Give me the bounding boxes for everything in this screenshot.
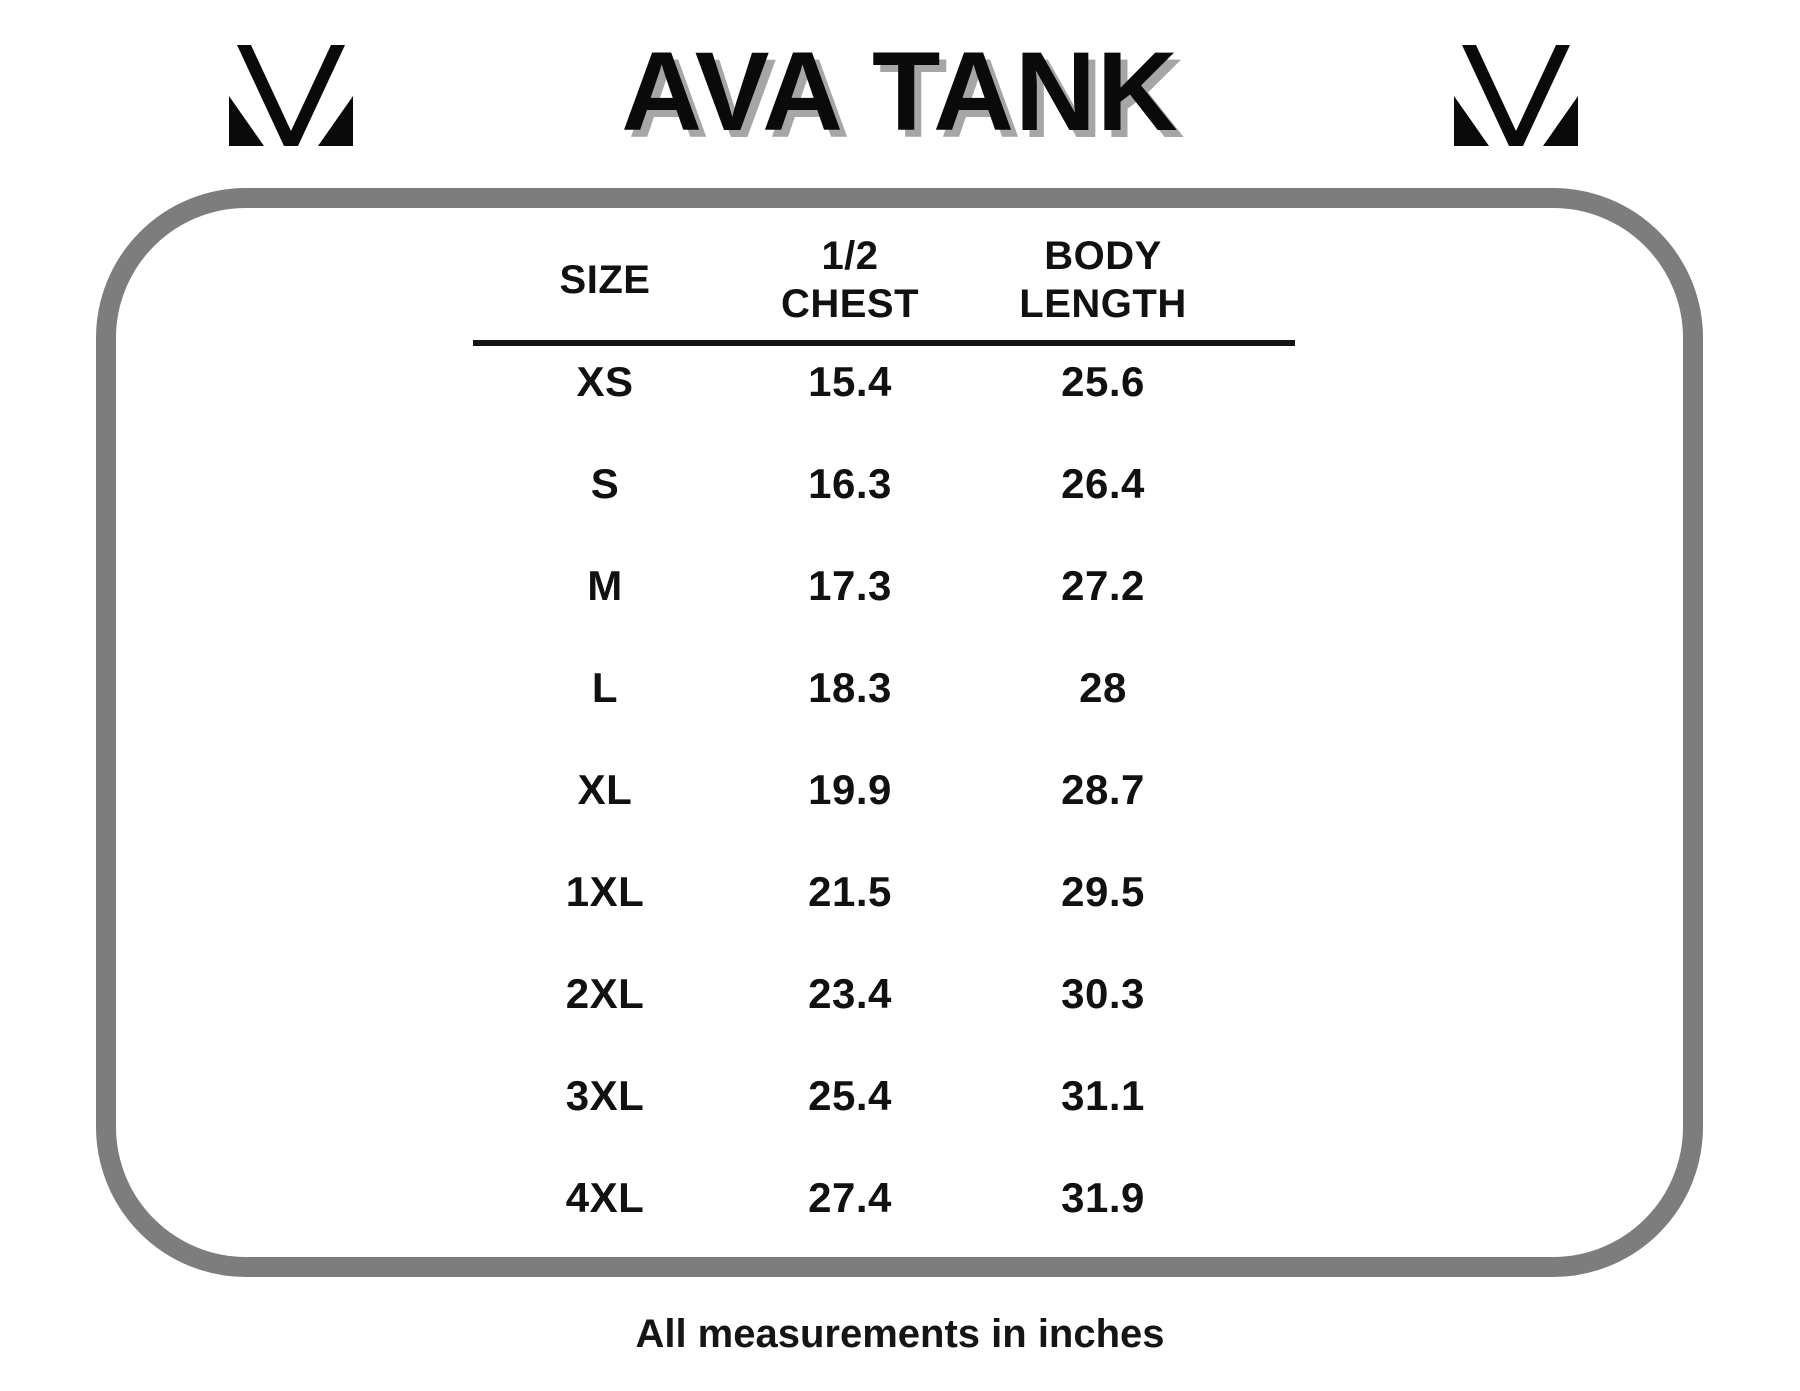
chest-cell: 23.4 xyxy=(808,970,892,1017)
chest-cell: 18.3 xyxy=(808,664,892,711)
chest-cell: 17.3 xyxy=(808,562,892,609)
table-row: S 16.3 26.4 xyxy=(473,433,1295,535)
table-row: XL 19.9 28.7 xyxy=(473,739,1295,841)
body-cell: 25.6 xyxy=(1061,358,1145,405)
header-underline xyxy=(473,340,1295,346)
body-cell: 27.2 xyxy=(1061,562,1145,609)
table-row: XS 15.4 25.6 xyxy=(473,331,1295,433)
size-cell: XS xyxy=(576,358,634,405)
size-table-header: SIZE 1/2 CHEST BODY LENGTH xyxy=(473,232,1295,328)
header-half-chest: 1/2 CHEST xyxy=(780,234,920,326)
body-cell: 30.3 xyxy=(1061,970,1145,1017)
size-cell: 2XL xyxy=(565,970,645,1017)
table-row: M 17.3 27.2 xyxy=(473,535,1295,637)
size-cell: 4XL xyxy=(565,1174,645,1221)
chest-cell: 27.4 xyxy=(808,1174,892,1221)
table-row: 1XL 21.5 29.5 xyxy=(473,841,1295,943)
body-cell: 31.1 xyxy=(1061,1072,1145,1119)
header-body-length: BODY LENGTH xyxy=(1019,234,1187,326)
body-cell: 28 xyxy=(1079,664,1127,711)
measurements-note: All measurements in inches xyxy=(635,1312,1165,1356)
size-cell: XL xyxy=(577,766,633,813)
body-cell: 28.7 xyxy=(1061,766,1145,813)
table-row: 2XL 23.4 30.3 xyxy=(473,943,1295,1045)
size-cell: S xyxy=(590,460,620,507)
size-cell: 3XL xyxy=(565,1072,645,1119)
mv-logo-icon xyxy=(224,42,358,150)
table-row: L 18.3 28 xyxy=(473,637,1295,739)
size-table: XS 15.4 25.6 S 16.3 26.4 M 17.3 27.2 L 1… xyxy=(473,331,1295,1249)
chest-cell: 21.5 xyxy=(808,868,892,915)
mv-logo-icon xyxy=(1449,42,1583,150)
table-row: 3XL 25.4 31.1 xyxy=(473,1045,1295,1147)
size-cell: L xyxy=(591,664,619,711)
header-size: SIZE xyxy=(559,258,651,302)
chest-cell: 19.9 xyxy=(808,766,892,813)
body-cell: 31.9 xyxy=(1061,1174,1145,1221)
size-chart-frame xyxy=(96,188,1703,1277)
chest-cell: 25.4 xyxy=(808,1072,892,1119)
size-cell: M xyxy=(587,562,623,609)
chest-cell: 16.3 xyxy=(808,460,892,507)
size-cell: 1XL xyxy=(565,868,645,915)
body-cell: 26.4 xyxy=(1061,460,1145,507)
page-title: AVA TANK xyxy=(621,29,1179,154)
table-row: 4XL 27.4 31.9 xyxy=(473,1147,1295,1249)
body-cell: 29.5 xyxy=(1061,868,1145,915)
chest-cell: 15.4 xyxy=(808,358,892,405)
